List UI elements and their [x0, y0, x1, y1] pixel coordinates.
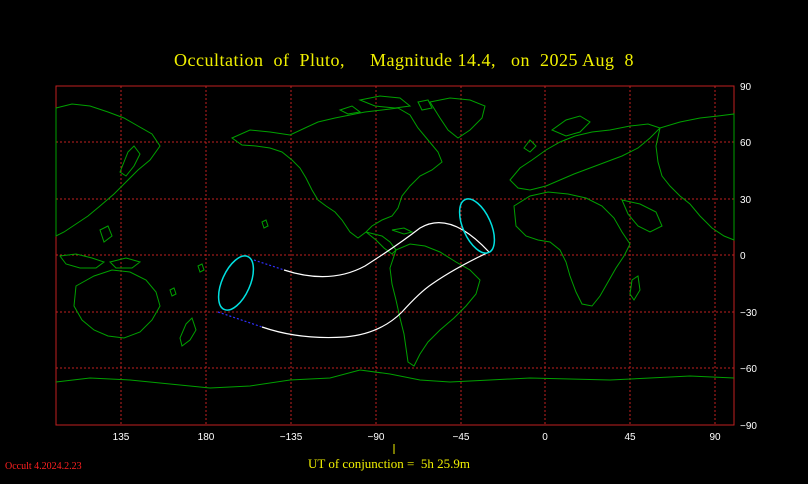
coastline-asia-east	[655, 113, 735, 241]
y-tick-label: 30	[740, 195, 752, 206]
y-tick-label: −90	[740, 421, 757, 432]
south-limit-track	[261, 251, 490, 339]
x-tick-label: 0	[542, 432, 548, 443]
coastline-north-america	[230, 107, 443, 239]
x-tick-label: 90	[709, 432, 721, 443]
x-tick-label: 180	[198, 432, 215, 443]
north-track-end	[253, 259, 285, 271]
grid-lines	[56, 86, 734, 425]
coastline-arctic-islands	[338, 95, 433, 115]
coastline-australia	[73, 269, 161, 339]
coastline-antarctica	[55, 369, 735, 389]
x-tick-label: −135	[280, 432, 303, 443]
limb-ellipse-east	[458, 198, 496, 254]
coastline-madagascar	[629, 275, 641, 301]
x-tick-label: 135	[113, 432, 130, 443]
occultation-path	[217, 198, 496, 339]
north-limit-track	[283, 222, 490, 278]
x-tick-label: 45	[624, 432, 636, 443]
coastline-new-zealand	[179, 317, 197, 347]
coastline-asia-left	[55, 103, 161, 237]
y-tick-label: 90	[740, 82, 752, 93]
coastline-indonesia	[59, 225, 142, 269]
chart-title: Occultation of Pluto, Magnitude 14.4, on…	[174, 50, 634, 70]
coastline-scandinavia	[523, 115, 591, 153]
coastline-arabia	[621, 199, 663, 233]
coastline-south-america	[389, 243, 481, 367]
version-label: Occult 4.2024.2.23	[5, 461, 82, 472]
y-tick-label: 0	[740, 251, 746, 262]
coastline-pacific-islands	[169, 219, 269, 297]
coastline-japan	[119, 145, 141, 177]
coastline-greenland	[429, 97, 486, 139]
coastline-central-america	[365, 227, 414, 255]
coastline-africa	[513, 191, 631, 307]
ut-conjunction-label: UT of conjunction = 5h 25.9m	[308, 456, 470, 471]
x-axis-ticks: 135 180 −135 −90 −45 0 45 90	[113, 432, 721, 443]
south-track-end	[217, 311, 263, 328]
y-tick-label: 60	[740, 138, 752, 149]
y-tick-label: −30	[740, 308, 757, 319]
coastline-europe	[509, 123, 661, 191]
x-tick-label: −45	[453, 432, 470, 443]
x-tick-label: −90	[368, 432, 385, 443]
limb-ellipse-west	[217, 255, 255, 311]
y-axis-ticks: 90 60 30 0 −30 −60 −90	[740, 82, 757, 432]
y-tick-label: −60	[740, 364, 757, 375]
coastlines	[55, 95, 735, 389]
